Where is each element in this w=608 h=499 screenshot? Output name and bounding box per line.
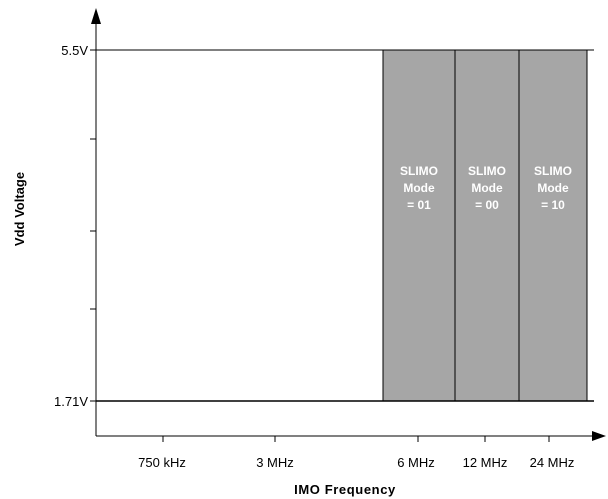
- x-tick-label-3mhz: 3 MHz: [256, 455, 294, 470]
- band-label-10-line1: SLIMO: [534, 164, 572, 178]
- band-label-10-line3: = 10: [541, 198, 565, 212]
- lower-voltage-label: 1.71V: [54, 394, 88, 409]
- x-axis-arrow: [592, 431, 606, 441]
- band-label-10-line2: Mode: [537, 181, 569, 195]
- band-label-00-line3: = 00: [475, 198, 499, 212]
- band-slimo-00: [454, 49, 520, 402]
- band-label-00-line1: SLIMO: [468, 164, 506, 178]
- band-label-01-line3: = 01: [407, 198, 431, 212]
- x-tick-label-6mhz: 6 MHz: [397, 455, 435, 470]
- band-label-00-line2: Mode: [471, 181, 503, 195]
- x-tick-label-24mhz: 24 MHz: [530, 455, 575, 470]
- y-axis-title: Vdd Voltage: [12, 172, 27, 246]
- x-tick-label-750khz: 750 kHz: [138, 455, 186, 470]
- upper-voltage-label: 5.5V: [61, 43, 88, 58]
- band-label-01-line2: Mode: [403, 181, 435, 195]
- x-tick-label-12mhz: 12 MHz: [463, 455, 508, 470]
- band-slimo-01: [382, 49, 456, 402]
- band-slimo-10: [518, 49, 588, 402]
- x-axis-title: IMO Frequency: [294, 482, 396, 497]
- band-label-01-line1: SLIMO: [400, 164, 438, 178]
- y-axis-arrow: [91, 8, 101, 24]
